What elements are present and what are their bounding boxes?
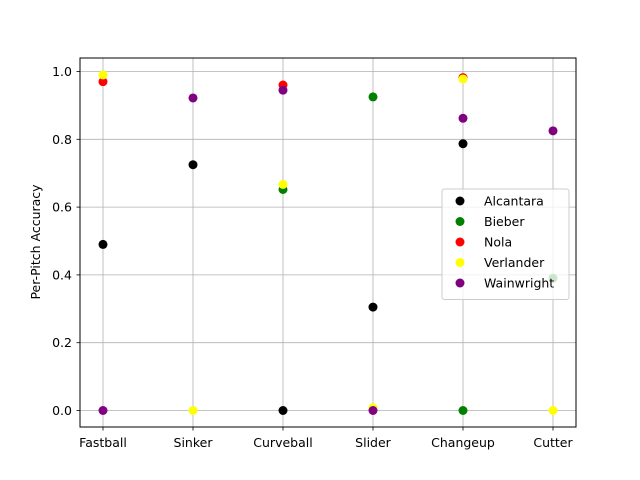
x-tick-label: Slider xyxy=(355,435,392,450)
data-point-alcantara xyxy=(368,302,378,312)
legend-marker-bieber xyxy=(455,217,465,226)
legend-box xyxy=(441,188,570,300)
legend-label: Nola xyxy=(484,235,512,250)
y-tick-label: 0.0 xyxy=(52,403,72,418)
y-tick-label: 0.8 xyxy=(52,132,72,147)
data-point-wainwright xyxy=(368,406,378,415)
data-point-bieber xyxy=(458,406,468,415)
legend-label: Bieber xyxy=(484,214,525,229)
data-point-bieber xyxy=(368,92,378,102)
data-point-nola xyxy=(98,77,108,87)
x-tick-label: Changeup xyxy=(431,435,495,450)
legend-marker-wainwright xyxy=(455,278,465,288)
legend-marker-alcantara xyxy=(455,196,465,206)
x-tick-label: Cutter xyxy=(533,435,573,450)
plot-frame xyxy=(79,57,577,428)
data-point-alcantara xyxy=(278,406,288,415)
legend-label: Alcantara xyxy=(484,194,544,209)
x-axis: Fastball Sinker Curveball Slider Changeup Cut… xyxy=(79,427,573,450)
data-point-alcantara xyxy=(458,139,468,149)
legend-label: Wainwright xyxy=(484,276,554,291)
x-tick-label: Fastball xyxy=(79,435,127,450)
y-axis: 0.0 0.2 0.4 0.6 0.8 1.0 xyxy=(52,64,80,418)
data-point-wainwright xyxy=(188,93,198,103)
y-tick-label: 0.4 xyxy=(52,267,72,282)
legend: Alcantara Bieber Nola Verlander Wainwright xyxy=(441,188,570,300)
y-axis-label: Per-Pitch Accuracy xyxy=(28,184,43,300)
data-point-verlander xyxy=(458,74,468,84)
data-point-alcantara xyxy=(188,160,198,170)
data-point-wainwright xyxy=(98,406,108,415)
y-tick-label: 0.6 xyxy=(52,200,72,215)
x-tick-label: Sinker xyxy=(174,435,214,450)
y-tick-label: 1.0 xyxy=(52,64,72,79)
data-point-wainwright xyxy=(458,113,468,123)
data-point-verlander xyxy=(278,179,288,189)
legend-label: Verlander xyxy=(484,255,545,270)
data-point-wainwright xyxy=(278,85,288,95)
data-point-verlander xyxy=(98,70,108,80)
legend-marker-verlander xyxy=(455,258,465,267)
data-point-alcantara xyxy=(98,239,108,249)
legend-marker-nola xyxy=(455,237,465,247)
x-tick-label: Curveball xyxy=(253,435,312,450)
y-tick-label: 0.2 xyxy=(52,335,72,350)
data-point-wainwright xyxy=(548,126,558,136)
data-point-verlander xyxy=(188,406,198,415)
data-point-verlander xyxy=(548,406,558,415)
